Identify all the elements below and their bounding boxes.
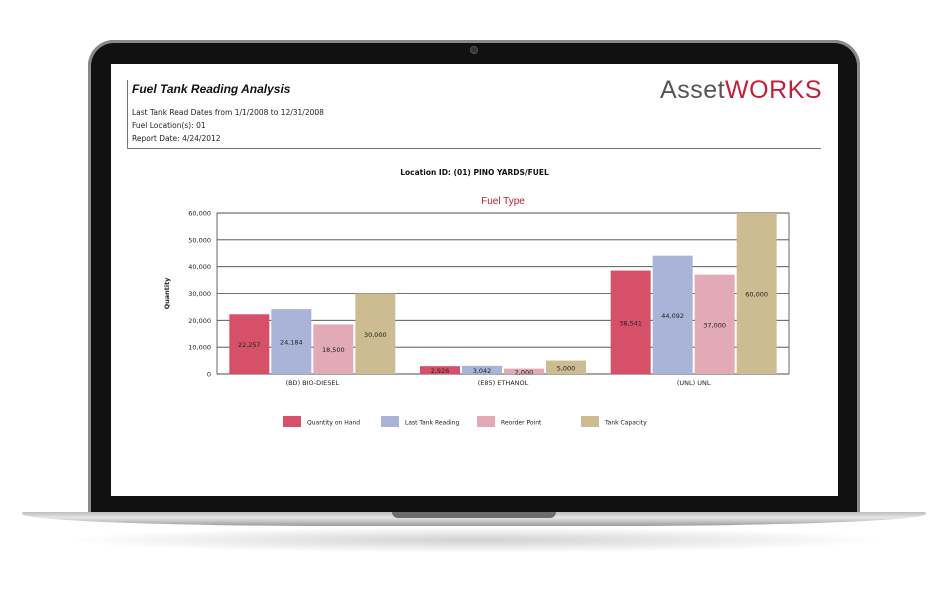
bar <box>736 213 777 374</box>
y-tick-label: 40,000 <box>188 263 211 271</box>
x-tick-label: (UNL) UNL <box>677 379 711 387</box>
bar <box>652 255 693 374</box>
x-tick-label: (BD) BIO-DIESEL <box>286 379 340 387</box>
bar <box>355 293 396 374</box>
report-title: Fuel Tank Reading Analysis <box>132 82 291 96</box>
data-label: 30,000 <box>364 331 387 339</box>
data-label: 22,257 <box>238 341 261 349</box>
header-rule-vertical <box>127 80 128 148</box>
legend-label: Reorder Point <box>501 420 542 427</box>
legend-swatch <box>581 416 599 427</box>
plot-frame <box>216 212 790 375</box>
x-tick-label: (E85) ETHANOL <box>478 379 529 387</box>
legend-label: Tank Capacity <box>604 420 647 427</box>
legend-swatch <box>283 416 301 427</box>
data-label: 18,500 <box>322 346 345 354</box>
bar <box>271 309 312 374</box>
legend-label: Quantity on Hand <box>307 420 360 427</box>
report-date: Report Date: 4/24/2012 <box>132 134 221 143</box>
report-date-range: Last Tank Read Dates from 1/1/2008 to 12… <box>132 108 324 117</box>
data-label: 5,000 <box>557 364 576 372</box>
laptop-shadow <box>60 527 888 553</box>
bar <box>229 314 270 374</box>
chart-title: Fuel Type <box>481 196 525 207</box>
y-tick-label: 60,000 <box>188 210 211 218</box>
camera-icon <box>470 46 478 54</box>
legend-swatch <box>477 416 495 427</box>
data-label: 2,926 <box>431 367 450 375</box>
bar <box>610 270 651 374</box>
y-tick-label: 0 <box>207 371 211 379</box>
y-tick-label: 50,000 <box>188 236 211 244</box>
data-label: 24,184 <box>280 339 303 347</box>
legend-label: Last Tank Reading <box>405 420 459 427</box>
data-label: 38,541 <box>619 319 642 327</box>
data-label: 44,092 <box>661 312 684 320</box>
data-label: 2,000 <box>515 368 534 376</box>
y-tick-label: 10,000 <box>188 344 211 352</box>
bar <box>694 274 735 374</box>
y-tick-label: 30,000 <box>188 290 211 298</box>
fuel-type-chart: Fuel Type 0 10,000 20,000 30,000 40,000 50,000… <box>163 196 790 427</box>
bar <box>546 360 586 374</box>
logo-accent: WORKS <box>725 76 822 104</box>
data-label: 60,000 <box>745 291 768 299</box>
assetworks-logo: AssetWORKS <box>660 76 822 105</box>
data-label: 37,000 <box>703 321 726 329</box>
data-label: 3,042 <box>473 367 492 375</box>
location-id: Location ID: (01) PINO YARDS/FUEL <box>400 168 549 177</box>
y-axis-label: Quantity <box>163 277 171 310</box>
logo-prefix: Asset <box>660 76 726 104</box>
laptop-screen: Fuel Tank Reading Analysis Last Tank Rea… <box>111 64 838 496</box>
laptop-notch <box>392 512 556 518</box>
bar <box>420 366 460 374</box>
legend-swatch <box>381 416 399 427</box>
bar <box>504 368 544 374</box>
bar <box>462 365 502 374</box>
bar <box>313 324 354 374</box>
header-rule-horizontal <box>127 148 821 149</box>
y-tick-label: 20,000 <box>188 317 211 325</box>
laptop-base <box>22 512 926 526</box>
report-fuel-locations: Fuel Location(s): 01 <box>132 121 206 130</box>
